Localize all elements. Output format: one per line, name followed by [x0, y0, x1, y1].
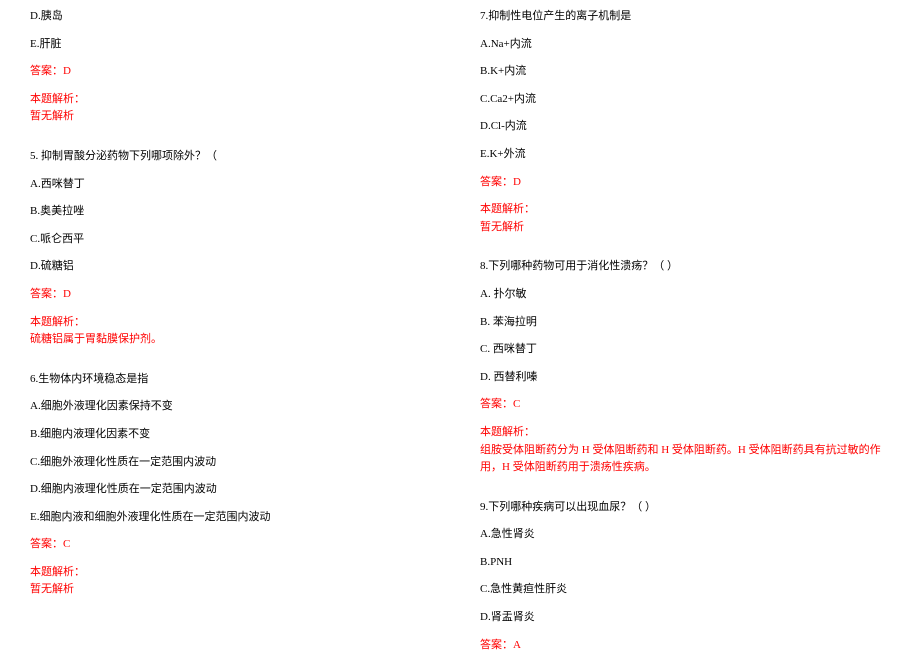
q5-option-b: B.奥美拉唑	[30, 203, 440, 221]
explain-label: 本题解析：	[480, 424, 890, 442]
explain-text: 暂无解析	[30, 108, 440, 126]
q8-option-c: C. 西咪替丁	[480, 341, 890, 359]
q9: 9.下列哪种疾病可以出现血尿？（ ） A.急性肾炎 B.PNH C.急性黄疸性肝…	[480, 499, 890, 654]
q6-option-e: E.细胞内液和细胞外液理化性质在一定范围内波动	[30, 509, 440, 527]
q5-answer: 答案：D	[30, 286, 440, 304]
explain-label: 本题解析：	[30, 91, 440, 109]
q5-option-a: A.西咪替丁	[30, 176, 440, 194]
q9-option-a: A.急性肾炎	[480, 526, 890, 544]
q6-option-d: D.细胞内液理化性质在一定范围内波动	[30, 481, 440, 499]
q4-answer: 答案：D	[30, 63, 440, 81]
q6-question: 6.生物体内环境稳态是指	[30, 371, 440, 389]
q9-option-c: C.急性黄疸性肝炎	[480, 581, 890, 599]
explain-text: 组胺受体阻断药分为 H 受体阻断药和 H 受体阻断药。H 受体阻断药具有抗过敏的…	[480, 442, 890, 477]
q4-tail: D.胰岛 E.肝脏 答案：D 本题解析： 暂无解析	[30, 8, 440, 126]
explain-text: 暂无解析	[480, 219, 890, 237]
q7-option-d: D.Cl-内流	[480, 118, 890, 136]
q6-answer: 答案：C	[30, 536, 440, 554]
q5: 5. 抑制胃酸分泌药物下列哪项除外？（ A.西咪替丁 B.奥美拉唑 C.哌仑西平…	[30, 148, 440, 349]
q7-option-a: A.Na+内流	[480, 36, 890, 54]
explain-label: 本题解析：	[30, 314, 440, 332]
q8-answer: 答案：C	[480, 396, 890, 414]
q9-option-b: B.PNH	[480, 554, 890, 572]
q6-option-c: C.细胞外液理化性质在一定范围内波动	[30, 454, 440, 472]
explain-text: 硫糖铝属于胃黏膜保护剂。	[30, 331, 440, 349]
q8: 8.下列哪种药物可用于消化性溃疡？（ ） A. 扑尔敏 B. 苯海拉明 C. 西…	[480, 258, 890, 476]
q7-answer: 答案：D	[480, 174, 890, 192]
q6-explain: 本题解析： 暂无解析	[30, 564, 440, 599]
q7-explain: 本题解析： 暂无解析	[480, 201, 890, 236]
q8-option-a: A. 扑尔敏	[480, 286, 890, 304]
explain-text: 暂无解析	[30, 581, 440, 599]
q4-explain: 本题解析： 暂无解析	[30, 91, 440, 126]
q4-option-d: D.胰岛	[30, 8, 440, 26]
q4-option-e: E.肝脏	[30, 36, 440, 54]
q5-option-c: C.哌仑西平	[30, 231, 440, 249]
q8-option-b: B. 苯海拉明	[480, 314, 890, 332]
q6: 6.生物体内环境稳态是指 A.细胞外液理化因素保持不变 B.细胞内液理化因素不变…	[30, 371, 440, 599]
q7-option-e: E.K+外流	[480, 146, 890, 164]
q8-question: 8.下列哪种药物可用于消化性溃疡？（ ）	[480, 258, 890, 276]
q9-option-d: D.肾盂肾炎	[480, 609, 890, 627]
q9-answer: 答案：A	[480, 637, 890, 654]
q7: 7.抑制性电位产生的离子机制是 A.Na+内流 B.K+内流 C.Ca2+内流 …	[480, 8, 890, 236]
q6-option-b: B.细胞内液理化因素不变	[30, 426, 440, 444]
q5-explain: 本题解析： 硫糖铝属于胃黏膜保护剂。	[30, 314, 440, 349]
q8-option-d: D. 西替利嗪	[480, 369, 890, 387]
q7-option-c: C.Ca2+内流	[480, 91, 890, 109]
q9-question: 9.下列哪种疾病可以出现血尿？（ ）	[480, 499, 890, 517]
q5-question: 5. 抑制胃酸分泌药物下列哪项除外？（	[30, 148, 440, 166]
q7-question: 7.抑制性电位产生的离子机制是	[480, 8, 890, 26]
explain-label: 本题解析：	[30, 564, 440, 582]
q5-option-d: D.硫糖铝	[30, 258, 440, 276]
q7-option-b: B.K+内流	[480, 63, 890, 81]
explain-label: 本题解析：	[480, 201, 890, 219]
q8-explain: 本题解析： 组胺受体阻断药分为 H 受体阻断药和 H 受体阻断药。H 受体阻断药…	[480, 424, 890, 477]
q6-option-a: A.细胞外液理化因素保持不变	[30, 398, 440, 416]
